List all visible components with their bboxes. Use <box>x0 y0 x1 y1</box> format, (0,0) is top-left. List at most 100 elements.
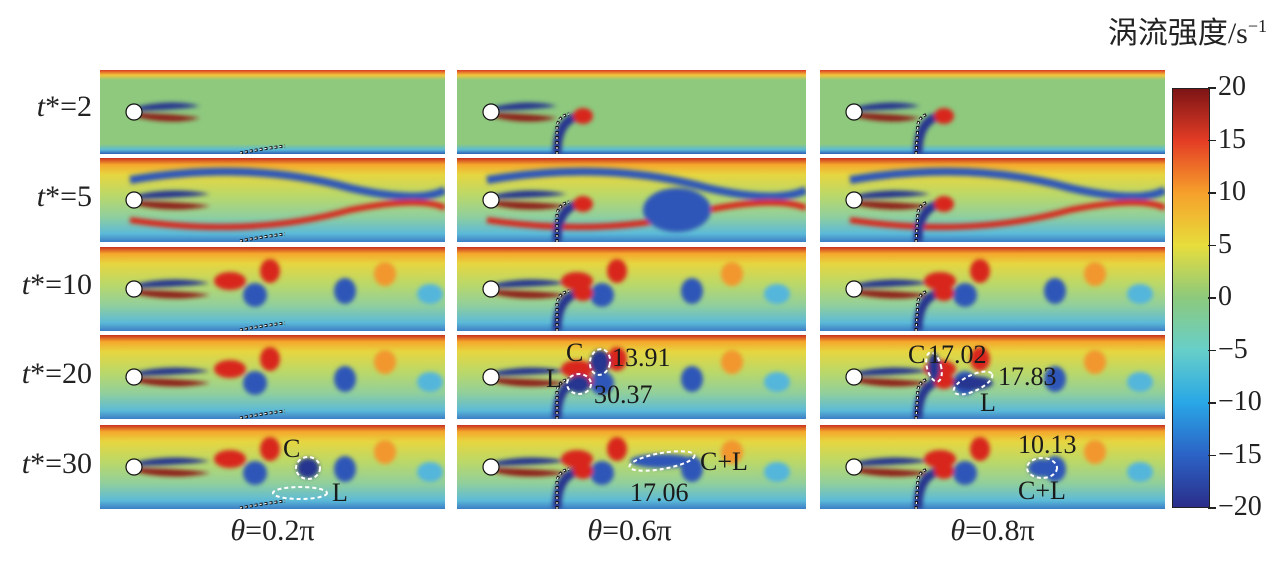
vorticity-panel-c2-r4 <box>820 425 1165 509</box>
cylinder-obstacle <box>845 103 863 121</box>
column-label-1-var: θ <box>587 514 603 547</box>
colorbar-unit-text: 涡流强度/s <box>1107 17 1248 50</box>
colorbar-tick-label: 10 <box>1218 176 1246 207</box>
vorticity-field-background <box>100 70 445 154</box>
colorbar-tick-label: −5 <box>1218 333 1248 365</box>
column-label-2-val: =0.8π <box>965 514 1035 547</box>
flexible-plate-highlight <box>915 113 929 154</box>
vorticity-panel-c2-r3 <box>820 335 1165 419</box>
colorbar-tick-mark <box>1208 192 1216 194</box>
vortex-outline <box>272 486 328 500</box>
vorticity-field-background <box>820 425 1165 509</box>
column-label-1-val: =0.6π <box>602 514 672 547</box>
flexible-plate-highlight <box>915 201 929 242</box>
cylinder-obstacle <box>125 458 143 476</box>
flexible-plate-highlight <box>556 378 570 419</box>
cylinder-obstacle <box>482 458 500 476</box>
annotation-c2r4-value: 10.13 <box>1018 430 1077 459</box>
colorbar-tick-mark <box>1208 139 1216 141</box>
row-label-2-var: t <box>21 268 31 301</box>
row-label-2: t*=10 <box>0 268 92 302</box>
vorticity-panel-c2-r2 <box>820 247 1165 331</box>
row-label-0-var: t <box>36 90 46 123</box>
colorbar-tick-label: −20 <box>1218 491 1262 522</box>
cylinder-obstacle <box>482 368 500 386</box>
vorticity-panel-c0-r1 <box>100 158 445 242</box>
vortex-outline <box>295 456 321 480</box>
colorbar-tick-label: 20 <box>1218 71 1246 102</box>
flexible-plate-highlight <box>556 290 570 331</box>
colorbar-tick-label: −15 <box>1218 438 1262 470</box>
cylinder-obstacle <box>845 368 863 386</box>
flexible-plate-highlight <box>915 468 929 509</box>
colorbar-tick-mark <box>1208 507 1216 509</box>
colorbar <box>1172 88 1210 508</box>
flexible-plate-highlight <box>556 468 570 509</box>
vorticity-panel-c1-r4 <box>457 425 806 509</box>
annotation-c2r3-value-1: 17.02 <box>928 340 987 369</box>
row-label-1-var: t <box>36 180 46 213</box>
annotation-c2r3-l: L <box>980 388 996 417</box>
row-label-0: t*=2 <box>0 90 92 124</box>
cylinder-obstacle <box>125 191 143 209</box>
vorticity-panel-c1-r1 <box>457 158 806 242</box>
colorbar-tick-label: 15 <box>1218 123 1246 155</box>
vorticity-field-background <box>820 70 1165 154</box>
vorticity-panel-c0-r2 <box>100 247 445 331</box>
vorticity-panel-c2-r0 <box>820 70 1165 154</box>
flexible-plate-highlight <box>239 322 286 331</box>
cylinder-obstacle <box>482 280 500 298</box>
colorbar-tick-mark <box>1208 87 1216 89</box>
vortex-outline <box>588 348 612 376</box>
cylinder-obstacle <box>845 458 863 476</box>
vortex-outline <box>628 450 696 472</box>
colorbar-tick-mark <box>1208 349 1216 351</box>
column-label-0-val: =0.2π <box>245 514 315 547</box>
annotation-c0r4-c: C <box>283 434 301 463</box>
flexible-plate-highlight <box>556 113 570 154</box>
annotation-c1r3-l: L <box>546 364 562 393</box>
annotation-c1r3-c: C <box>566 338 584 367</box>
annotation-c1r4-cl: C+L <box>700 447 748 476</box>
colorbar-unit-exponent: −1 <box>1247 16 1267 36</box>
row-label-1: t*=5 <box>0 180 92 214</box>
vorticity-panel-c0-r0 <box>100 70 445 154</box>
flexible-plate-highlight <box>239 233 286 242</box>
cylinder-obstacle <box>125 103 143 121</box>
column-label-0-var: θ <box>230 514 246 547</box>
colorbar-unit-label: 涡流强度/s−1 <box>1108 8 1267 52</box>
cylinder-obstacle <box>482 191 500 209</box>
colorbar-tick-label: 5 <box>1218 228 1232 260</box>
flexible-plate-highlight <box>239 145 286 154</box>
vorticity-field-background <box>457 335 806 419</box>
annotation-c1r3-value-1: 13.91 <box>612 343 671 372</box>
flexible-plate-highlight <box>239 410 286 419</box>
column-label-2: θ=0.8π <box>820 514 1165 548</box>
vorticity-field-background <box>457 70 806 154</box>
column-label-1: θ=0.6π <box>457 514 802 548</box>
row-label-0-val: *=2 <box>45 90 92 123</box>
vortex-outline <box>1026 457 1058 479</box>
vorticity-panel-c2-r1 <box>820 158 1165 242</box>
row-label-4-var: t <box>21 447 31 480</box>
row-label-2-val: *=10 <box>30 268 92 301</box>
vortex-outline <box>925 351 943 383</box>
vorticity-panel-c1-r0 <box>457 70 806 154</box>
colorbar-tick-mark <box>1208 244 1216 246</box>
cylinder-obstacle <box>845 280 863 298</box>
flexible-plate-highlight <box>556 201 570 242</box>
row-label-3-var: t <box>21 357 31 390</box>
flexible-plate-highlight <box>915 378 929 419</box>
annotation-c2r4-cl: C+L <box>1018 476 1066 505</box>
cylinder-obstacle <box>482 103 500 121</box>
colorbar-gradient <box>1173 89 1209 507</box>
vortex-outline <box>952 370 994 396</box>
vortex-outline <box>566 373 592 395</box>
colorbar-tick-label: 0 <box>1218 281 1232 312</box>
row-label-1-val: *=5 <box>45 180 92 213</box>
cylinder-obstacle <box>125 368 143 386</box>
annotation-c1r3-value-2: 30.37 <box>594 380 653 409</box>
flexible-plate-highlight <box>239 500 286 509</box>
annotation-c0r4-l: L <box>332 478 348 507</box>
column-label-0: θ=0.2π <box>100 514 445 548</box>
